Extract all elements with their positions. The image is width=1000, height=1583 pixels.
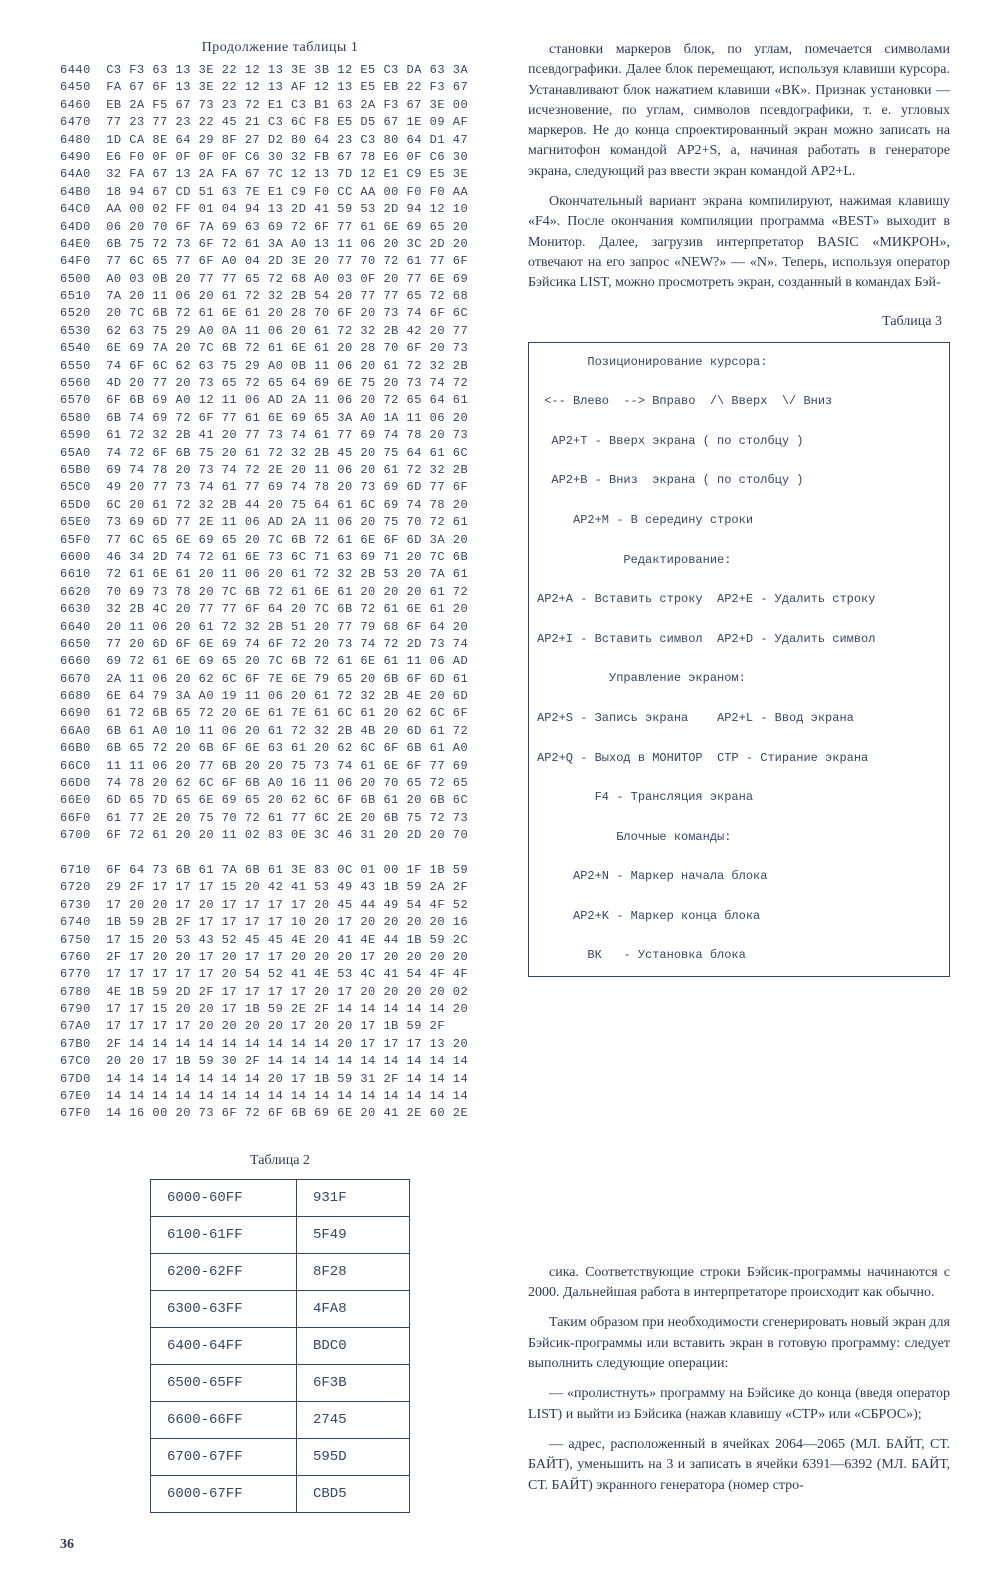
table-row: 6500-65FF6F3B [151, 1364, 410, 1401]
table-cell: 6700-67FF [151, 1438, 297, 1475]
table-cell: CBD5 [297, 1475, 410, 1512]
table-row: 6700-67FF595D [151, 1438, 410, 1475]
table-cell: 931F [297, 1179, 410, 1216]
table-row: 6400-64FFBDC0 [151, 1327, 410, 1364]
table-cell: 595D [297, 1438, 410, 1475]
top-row: Продолжение таблицы 1 6440 C3 F3 63 13 3… [60, 40, 950, 1123]
table-cell: 2745 [297, 1401, 410, 1438]
left-column: Продолжение таблицы 1 6440 C3 F3 63 13 3… [60, 40, 500, 1123]
table-row: 6000-60FF931F [151, 1179, 410, 1216]
page: Продолжение таблицы 1 6440 C3 F3 63 13 3… [60, 40, 950, 1553]
table3-box: Позиционирование курсора: <-- Влево --> … [528, 342, 950, 978]
table2-title: Таблица 2 [60, 1153, 500, 1169]
bottom-text-block: сика. Соответствующие строки Бэйсик-прог… [528, 1153, 950, 1513]
table-cell: 4FA8 [297, 1290, 410, 1327]
top-text-block: становки маркеров блок, по углам, помеча… [528, 40, 950, 294]
table-row: 6200-62FF8F28 [151, 1253, 410, 1290]
table-cell: 6300-63FF [151, 1290, 297, 1327]
table-cell: 6500-65FF [151, 1364, 297, 1401]
table-row: 6300-63FF4FA8 [151, 1290, 410, 1327]
table3-title: Таблица 3 [528, 314, 942, 330]
table-row: 6000-67FFCBD5 [151, 1475, 410, 1512]
table-row: 6600-66FF2745 [151, 1401, 410, 1438]
table-cell: 5F49 [297, 1216, 410, 1253]
paragraph: Таким образом при необходимости сгенерир… [528, 1313, 950, 1374]
table-cell: 8F28 [297, 1253, 410, 1290]
paragraph: становки маркеров блок, по углам, помеча… [528, 40, 950, 182]
bottom-row: Таблица 2 6000-60FF931F 6100-61FF5F49 62… [60, 1153, 950, 1513]
table-cell: BDC0 [297, 1327, 410, 1364]
table-cell: 6400-64FF [151, 1327, 297, 1364]
table-cell: 6600-66FF [151, 1401, 297, 1438]
right-column: становки маркеров блок, по углам, помеча… [528, 40, 950, 1123]
paragraph: Окончательный вариант экрана компилируют… [528, 192, 950, 293]
table-row: 6100-61FF5F49 [151, 1216, 410, 1253]
table-cell: 6F3B [297, 1364, 410, 1401]
paragraph: сика. Соответствующие строки Бэйсик-прог… [528, 1263, 950, 1304]
paragraph: — адрес, расположенный в ячейках 2064—20… [528, 1435, 950, 1496]
page-number: 36 [60, 1537, 950, 1553]
table-cell: 6000-67FF [151, 1475, 297, 1512]
table2-wrap: Таблица 2 6000-60FF931F 6100-61FF5F49 62… [60, 1153, 500, 1513]
table-cell: 6000-60FF [151, 1179, 297, 1216]
table-cell: 6100-61FF [151, 1216, 297, 1253]
table1-hex-dump: 6440 C3 F3 63 13 3E 22 12 13 3E 3B 12 E5… [60, 62, 500, 1123]
table-cell: 6200-62FF [151, 1253, 297, 1290]
table1-continuation-title: Продолжение таблицы 1 [60, 40, 500, 56]
table2: 6000-60FF931F 6100-61FF5F49 6200-62FF8F2… [150, 1179, 410, 1513]
